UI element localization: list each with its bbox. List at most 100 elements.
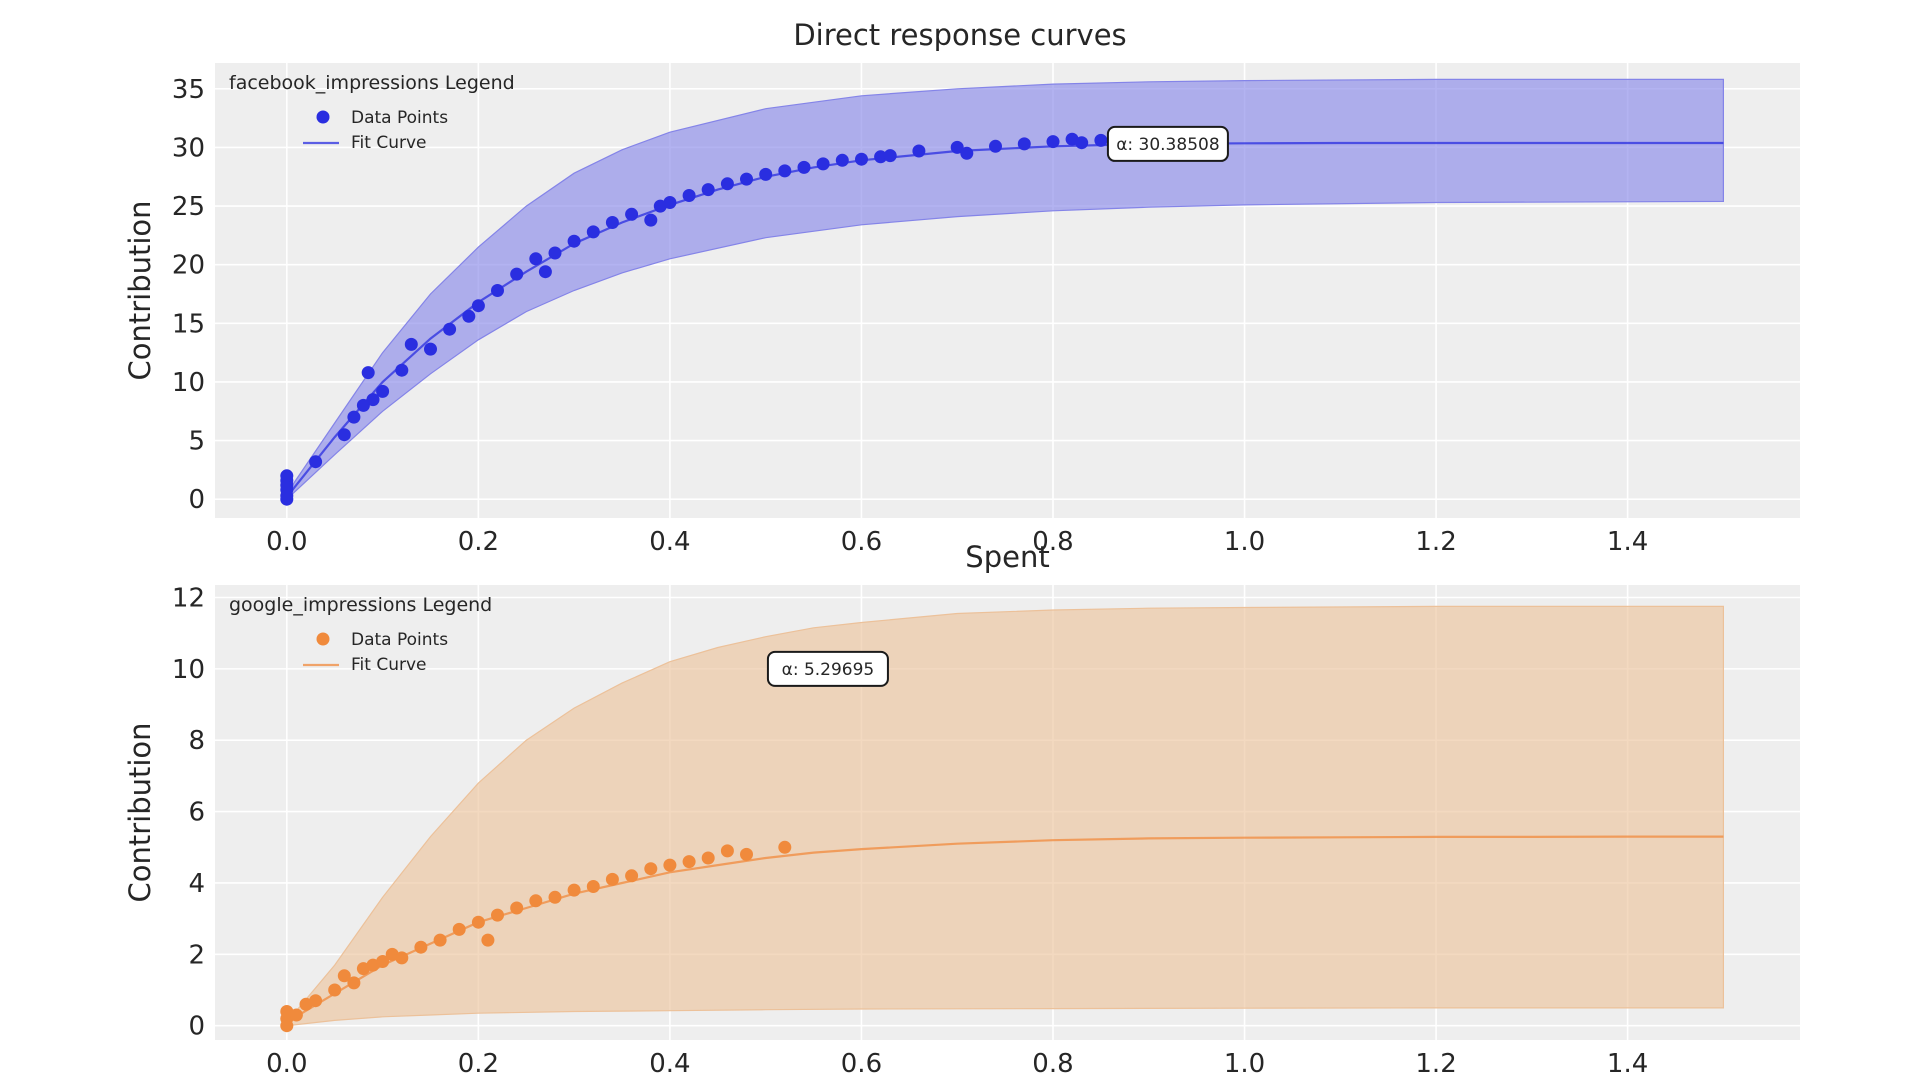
data-point [414,940,428,954]
alpha-annotation-box [1106,125,1229,162]
data-point [912,144,926,158]
legend-curve-label: Fit Curve [351,133,427,153]
data-point [759,167,773,181]
x-tick-label: 0.6 [841,1049,882,1079]
facebook-impressions-panel: Spent 0.0 0.2 0.4 0.6 0.8 1.0 1.2 1.4 0 5 10 15 20 25 3… [123,63,1800,574]
data-point [491,284,504,297]
data-point [347,410,361,424]
y-tick-label: 35 [172,75,205,105]
data-point [529,252,543,266]
data-point [1075,136,1089,150]
data-point [682,189,696,202]
y-tick-label: 15 [172,309,205,339]
x-tick-label: 1.0 [1224,527,1265,557]
data-point [529,894,543,908]
data-point [433,933,447,947]
google-impressions-panel: 0.0 0.2 0.4 0.6 0.8 1.0 1.2 1.4 0 2 4 6 8 10 12 Contrib… [123,583,1800,1079]
y-tick-label: 2 [188,940,205,970]
data-point [510,267,524,281]
data-point [605,216,619,229]
data-point [1017,137,1031,151]
y-tick-label: 25 [172,192,205,222]
data-point [835,153,849,167]
x-tick-label: 1.2 [1415,1049,1456,1079]
x-tick-label: 0.8 [1032,1049,1073,1079]
data-point [586,880,600,893]
legend-title: google_impressions Legend [229,594,492,616]
data-point [289,1008,303,1022]
y-tick-label: 6 [188,798,205,828]
data-point [855,152,868,166]
data-point [701,851,715,865]
x-tick-label: 1.2 [1415,527,1456,557]
data-point [586,225,600,239]
data-point [567,883,581,897]
legend-curve-label: Fit Curve [351,655,427,675]
data-point [538,265,552,279]
x-tick-label: 1.0 [1224,1049,1265,1079]
x-tick-label: 1.4 [1607,527,1648,557]
data-point [548,246,562,260]
figure-title: Direct response curves [793,18,1126,52]
x-tick-label: 0.0 [266,527,307,557]
data-point [989,139,1002,153]
data-point [280,469,294,483]
data-point [874,150,888,164]
data-point [816,157,830,171]
y-tick-label: 10 [172,655,205,685]
y-tick-label: 30 [172,133,205,163]
y-tick-label: 0 [188,485,205,515]
data-point [663,858,677,872]
data-point [883,149,897,163]
x-tick-label: 1.4 [1607,1049,1648,1079]
alpha-annotation: α: 5.29695 [782,660,875,680]
y-tick-label: 5 [188,427,205,457]
data-point [605,872,619,886]
data-point [471,299,485,313]
data-point [740,172,753,186]
x-tick-label: 0.4 [649,1049,690,1079]
data-point [309,994,323,1008]
data-point [548,890,562,904]
y-axis-label: Contribution [123,200,157,380]
x-tick-label: 0.2 [458,1049,499,1079]
data-point [328,983,342,997]
x-axis-label: Spent [965,540,1049,574]
data-point [797,160,811,174]
data-point [361,366,375,380]
data-point [376,384,390,398]
data-point [701,183,715,197]
data-point [337,428,351,442]
y-tick-label: 20 [172,251,205,281]
data-point [366,393,380,407]
data-point [778,840,792,854]
y-axis-label: Contribution [123,722,157,902]
data-point [682,855,696,869]
data-point [1046,135,1060,149]
x-tick-label: 0.4 [649,527,690,557]
data-point [462,309,476,323]
x-tick-label: 0.0 [266,1049,307,1079]
x-tick-label: 0.6 [841,527,882,557]
data-point [452,922,466,936]
legend-point-marker [316,632,330,646]
data-point [347,976,361,990]
data-point [567,234,581,248]
data-point [960,146,974,160]
y-tick-label: 4 [188,869,205,899]
data-point [720,177,734,191]
data-point [740,847,753,861]
legend-title: facebook_impressions Legend [229,72,515,94]
legend-points-label: Data Points [351,108,448,128]
y-tick-label: 12 [172,583,205,613]
data-point [663,196,677,209]
legend-point-marker [316,110,330,124]
data-point [491,908,504,922]
data-point [471,915,485,929]
data-point [309,455,323,469]
legend-points-label: Data Points [351,630,448,650]
data-point [625,207,639,221]
data-point [778,164,792,178]
data-point [644,862,658,876]
data-point [395,951,409,965]
